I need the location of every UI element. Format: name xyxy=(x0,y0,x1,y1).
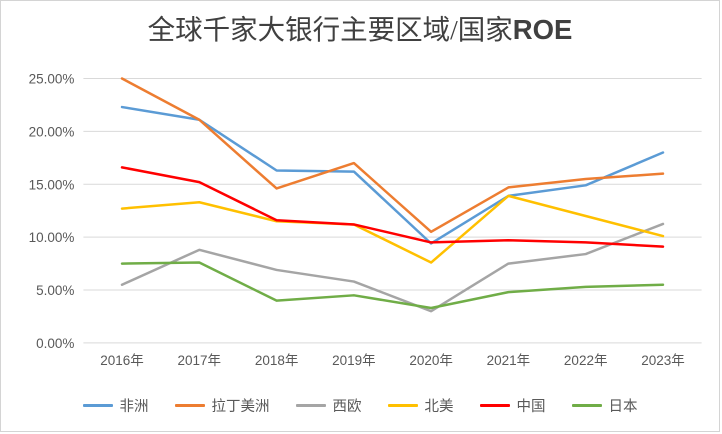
svg-text:10.00%: 10.00% xyxy=(29,230,75,245)
svg-text:2017年: 2017年 xyxy=(178,353,222,368)
svg-text:2021年: 2021年 xyxy=(487,353,531,368)
svg-text:0.00%: 0.00% xyxy=(36,336,74,351)
svg-text:2020年: 2020年 xyxy=(409,353,453,368)
svg-text:2019年: 2019年 xyxy=(332,353,376,368)
svg-text:5.00%: 5.00% xyxy=(36,283,74,298)
svg-text:25.00%: 25.00% xyxy=(29,72,75,87)
svg-text:2018年: 2018年 xyxy=(255,353,299,368)
svg-text:2022年: 2022年 xyxy=(564,353,608,368)
svg-text:2016年: 2016年 xyxy=(100,353,144,368)
svg-text:2023年: 2023年 xyxy=(641,353,685,368)
svg-text:20.00%: 20.00% xyxy=(29,124,75,139)
svg-text:15.00%: 15.00% xyxy=(29,177,75,192)
